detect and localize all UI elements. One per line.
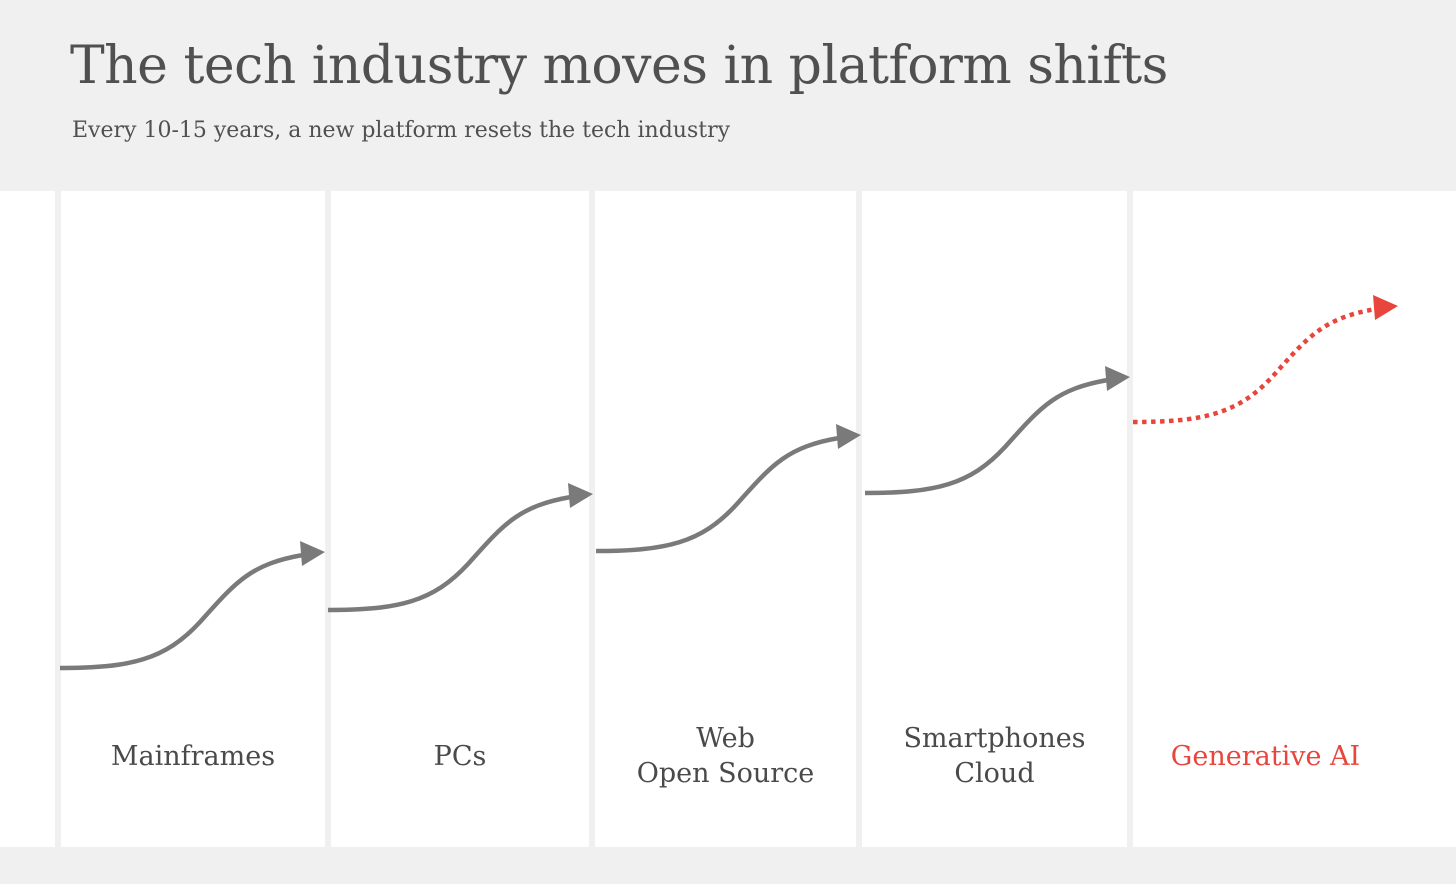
column-spacer	[0, 191, 55, 847]
curve-arrow-web	[596, 424, 861, 551]
column-smartphones	[862, 191, 1127, 847]
page-title: The tech industry moves in platform shif…	[70, 36, 1168, 96]
platform-label-mainframes: Mainframes	[110, 740, 276, 772]
column-generative-ai	[1133, 191, 1456, 847]
platform-label-generative-ai: Generative AI	[1170, 740, 1361, 772]
curve-arrow-smartphones	[865, 366, 1130, 493]
column-mainframes	[61, 191, 325, 847]
platform-label-smartphones: Smartphones Cloud	[903, 723, 1086, 789]
column-pcs	[331, 191, 589, 847]
platform-label-web: Web Open Source	[636, 723, 815, 789]
curve-arrow-generative-ai	[1132, 295, 1398, 425]
platform-label-pcs: PCs	[433, 740, 487, 772]
page-subtitle: Every 10-15 years, a new platform resets…	[72, 118, 731, 143]
column-web	[595, 191, 856, 847]
curve-arrow-pcs	[328, 483, 593, 610]
curve-arrow-mainframes	[60, 541, 325, 668]
